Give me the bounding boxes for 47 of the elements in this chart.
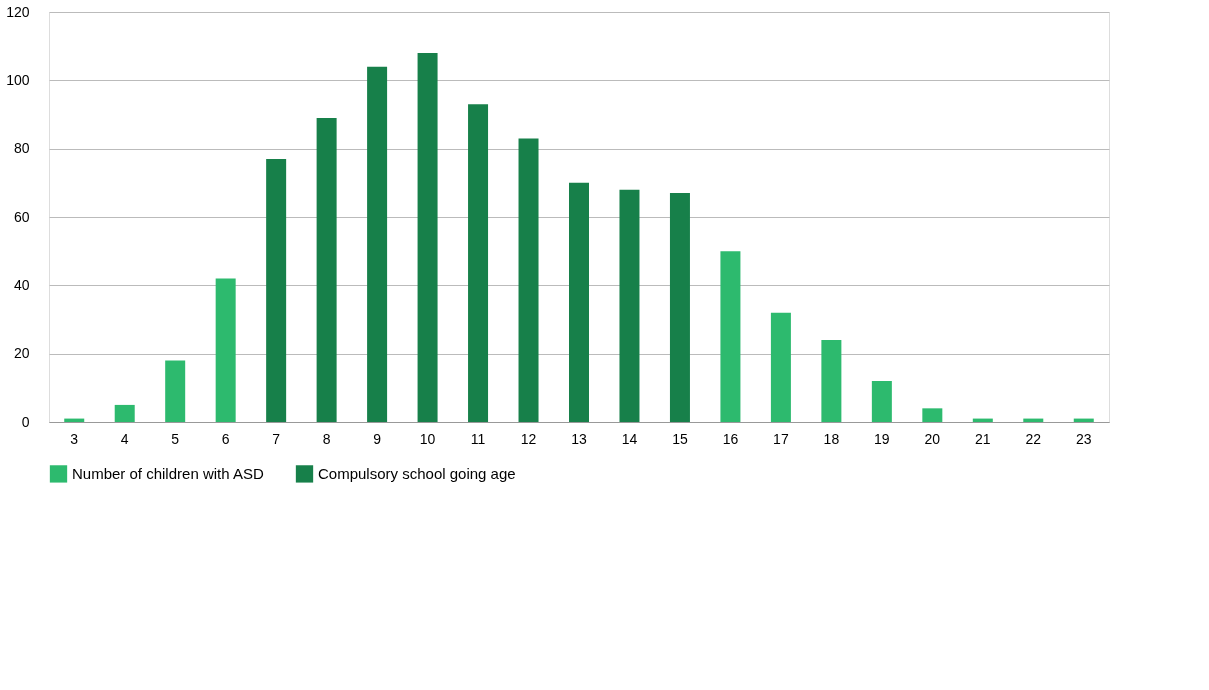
bar: [417, 53, 438, 422]
bar: [569, 182, 589, 422]
legend-label: Number of children with ASD: [72, 464, 264, 482]
bar: [215, 278, 236, 422]
bar: [619, 189, 640, 422]
bar: [266, 158, 287, 422]
y-tick-label: 40: [13, 276, 30, 293]
x-tick-label: 8: [322, 430, 331, 447]
x-tick-label: 22: [1025, 430, 1042, 447]
bar: [367, 66, 388, 422]
y-tick-label: 100: [6, 71, 30, 88]
bar: [871, 381, 892, 422]
x-tick-label: 16: [722, 430, 739, 447]
y-tick-label: 80: [13, 140, 30, 157]
x-tick-label: 14: [621, 430, 638, 447]
bar: [518, 138, 539, 422]
x-tick-label: 6: [221, 430, 230, 447]
x-tick-label: 23: [1075, 430, 1092, 447]
x-tick-label: 20: [924, 430, 941, 447]
x-tick-label: 15: [672, 430, 688, 447]
bar: [821, 340, 842, 422]
y-tick-label: 20: [13, 345, 30, 362]
x-tick-label: 12: [520, 430, 537, 447]
y-tick-label: 120: [6, 3, 30, 20]
x-tick-label: 17: [773, 430, 789, 447]
bar: [316, 117, 337, 422]
x-tick-label: 4: [120, 430, 129, 447]
bar: [669, 193, 690, 422]
bar: [165, 360, 186, 422]
legend-label: Compulsory school going age: [318, 464, 516, 482]
x-tick-label: 11: [470, 430, 486, 447]
bar: [720, 251, 741, 422]
x-tick-label: 9: [373, 430, 382, 447]
x-tick-label: 5: [171, 430, 180, 447]
y-tick-label: 60: [13, 208, 30, 225]
x-tick-label: 7: [272, 430, 281, 447]
x-tick-label: 21: [975, 430, 991, 447]
x-tick-label: 13: [571, 430, 587, 447]
y-tick-label: 0: [21, 413, 30, 430]
bar: [770, 312, 791, 422]
bar: [468, 104, 489, 422]
x-tick-label: 18: [823, 430, 840, 447]
bar: [114, 404, 135, 422]
x-tick-label: 19: [874, 430, 890, 447]
bar: [922, 408, 943, 422]
x-tick-label: 3: [70, 430, 79, 447]
x-tick-label: 10: [419, 430, 436, 447]
